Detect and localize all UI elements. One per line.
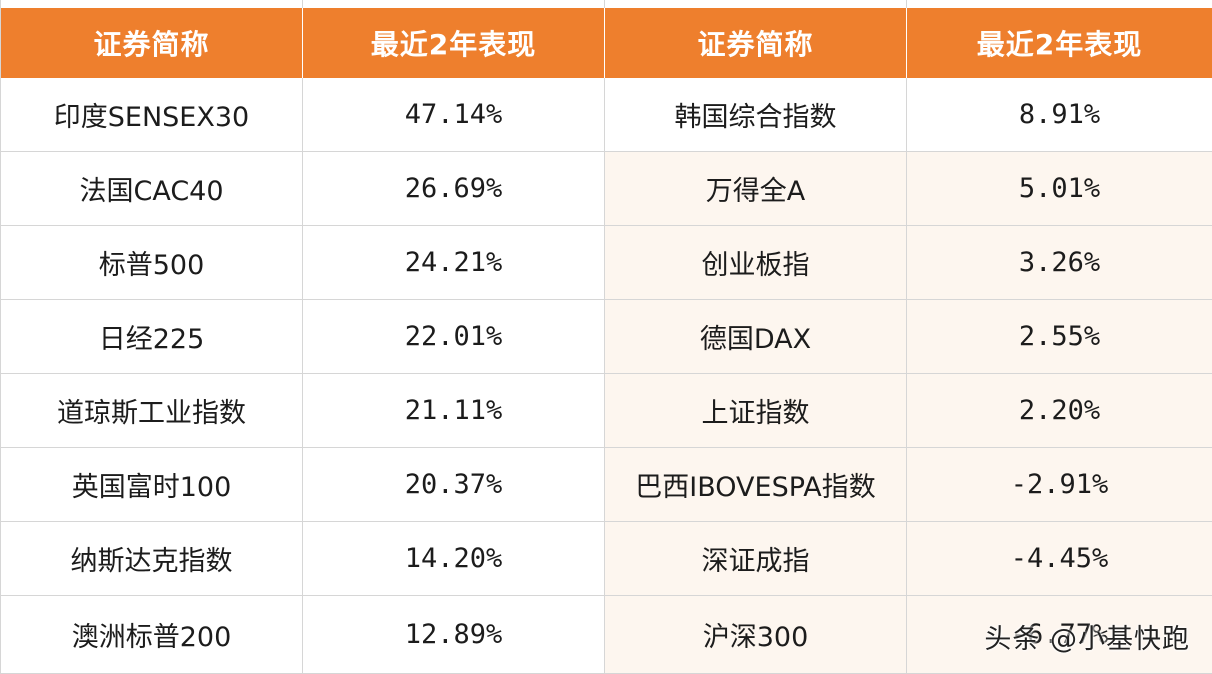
table-cell-name: 万得全A <box>605 152 907 226</box>
table-cell-value: 24.21% <box>303 226 605 300</box>
table-cell-value: 22.01% <box>303 300 605 374</box>
table-cell-value: 5.01% <box>907 152 1212 226</box>
table-cell-name: 巴西IBOVESPA指数 <box>605 448 907 522</box>
table-cell-name: 英国富时100 <box>1 448 303 522</box>
table-cell-name: 深证成指 <box>605 522 907 596</box>
table-cell-value: 47.14% <box>303 78 605 152</box>
top-strip <box>1 0 303 8</box>
table-cell-value: 14.20% <box>303 522 605 596</box>
table-cell-value: 21.11% <box>303 374 605 448</box>
table-cell-value: 2.20% <box>907 374 1212 448</box>
table-cell-name: 法国CAC40 <box>1 152 303 226</box>
table-cell-name: 韩国综合指数 <box>605 78 907 152</box>
table-cell-value: 8.91% <box>907 78 1212 152</box>
table-cell-value: -6.77% <box>907 596 1212 674</box>
table-cell-value: 20.37% <box>303 448 605 522</box>
table-cell-name: 印度SENSEX30 <box>1 78 303 152</box>
table-cell-value: 12.89% <box>303 596 605 674</box>
table-cell-value: 3.26% <box>907 226 1212 300</box>
table-cell-name: 澳洲标普200 <box>1 596 303 674</box>
table-cell-name: 日经225 <box>1 300 303 374</box>
table-cell-name: 道琼斯工业指数 <box>1 374 303 448</box>
table-cell-value: 2.55% <box>907 300 1212 374</box>
top-strip <box>907 0 1212 8</box>
table-cell-value: -4.45% <box>907 522 1212 596</box>
header-security-name: 证券简称 <box>1 8 303 78</box>
table-cell-name: 标普500 <box>1 226 303 300</box>
table-cell-name: 上证指数 <box>605 374 907 448</box>
top-strip <box>605 0 907 8</box>
top-strip <box>303 0 605 8</box>
table-cell-name: 创业板指 <box>605 226 907 300</box>
header-two-year-performance: 最近2年表现 <box>907 8 1212 78</box>
table-cell-name: 沪深300 <box>605 596 907 674</box>
watermark: 头条 @小基快跑 <box>984 624 1190 655</box>
table-cell-value: 26.69% <box>303 152 605 226</box>
header-two-year-performance: 最近2年表现 <box>303 8 605 78</box>
header-security-name: 证券简称 <box>605 8 907 78</box>
table-cell-name: 德国DAX <box>605 300 907 374</box>
table-cell-value: -2.91% <box>907 448 1212 522</box>
table-cell-name: 纳斯达克指数 <box>1 522 303 596</box>
